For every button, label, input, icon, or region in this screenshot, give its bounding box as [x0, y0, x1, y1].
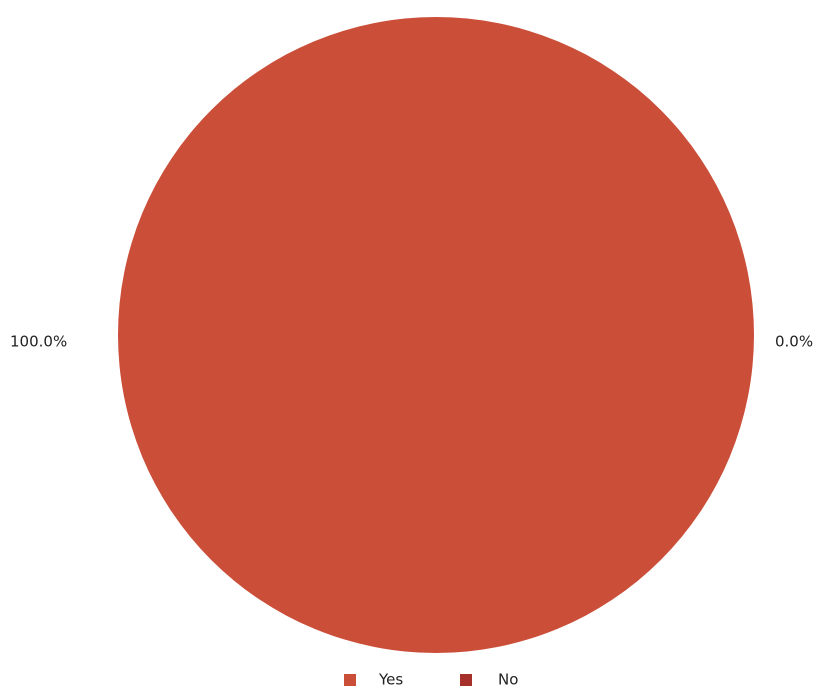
legend-swatch-yes: [344, 674, 356, 686]
legend-label-no: No: [498, 671, 518, 689]
pie-slices: [118, 17, 754, 653]
pie-slice-yes: [118, 17, 754, 653]
slice-label-no: 0.0%: [775, 333, 813, 351]
legend: Yes No: [344, 671, 518, 689]
legend-swatch-no: [460, 674, 472, 686]
slice-label-yes: 100.0%: [10, 333, 67, 351]
legend-label-yes: Yes: [378, 671, 403, 689]
